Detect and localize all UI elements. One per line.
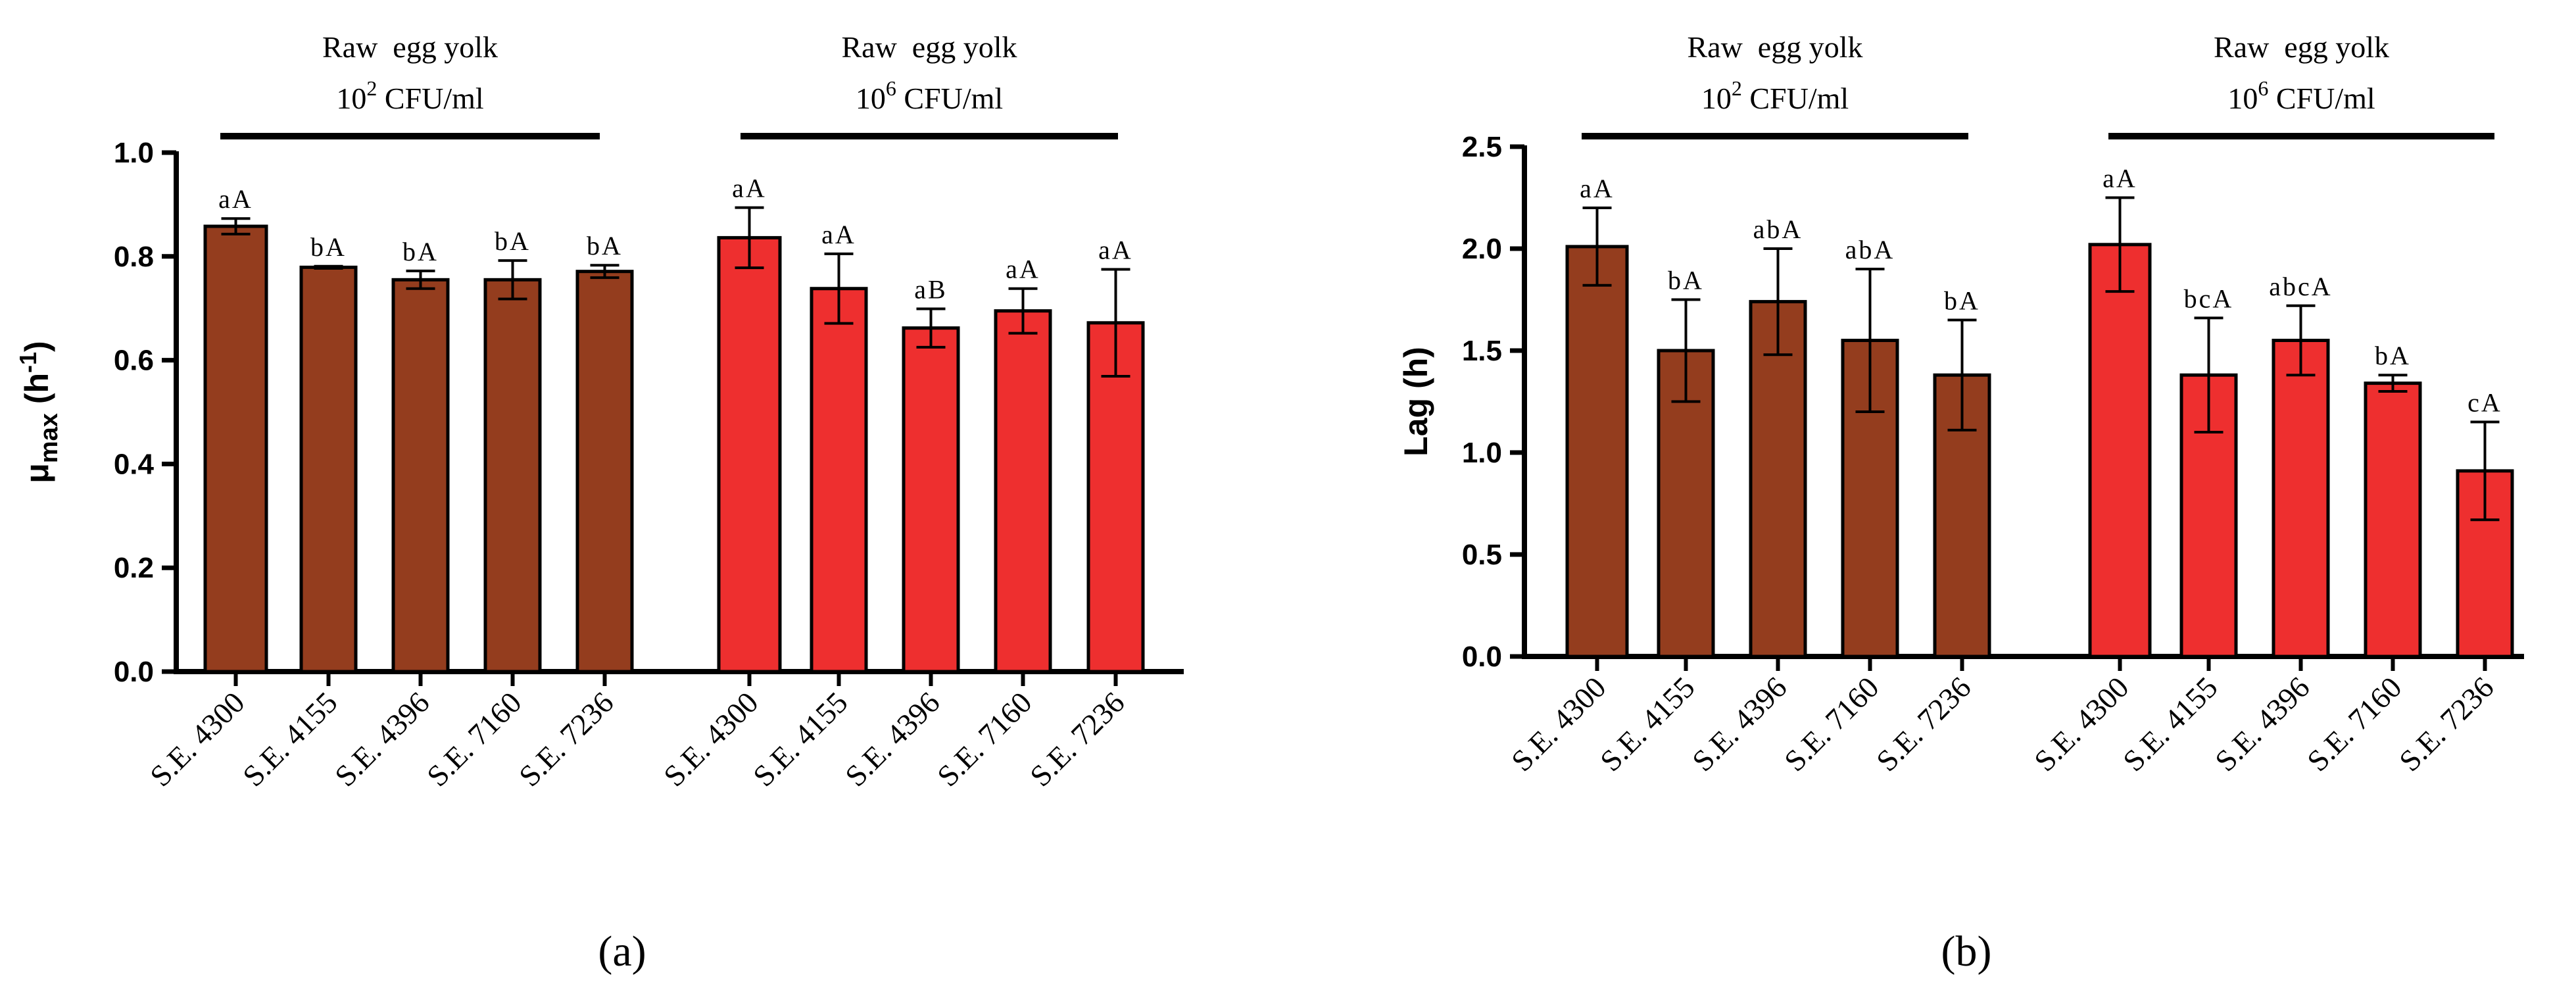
group-dose: 106 CFU/ml xyxy=(856,76,1003,115)
significance-letter: bA xyxy=(310,232,347,262)
panel-a-chart: 0.0 0.2 0.4 0.6 0.8 1.0 μmax (h-1) aA S.E. 4300 b… xyxy=(14,30,1184,793)
significance-letter: bA xyxy=(495,226,531,256)
x-tick-label: S.E. 4396 xyxy=(328,685,435,793)
y-tick-label: 1.0 xyxy=(114,137,154,169)
significance-letter: abcA xyxy=(2269,272,2332,301)
bar xyxy=(1749,300,1807,658)
group-title: Raw egg yolk xyxy=(1687,30,1862,64)
bar xyxy=(2088,243,2152,658)
y-tick-label: 2.5 xyxy=(1462,131,1502,163)
significance-letter: cA xyxy=(2467,388,2502,418)
significance-letter: abA xyxy=(1753,214,1803,244)
significance-letter: aA xyxy=(1098,235,1133,265)
y-tick-label: 0.5 xyxy=(1462,539,1502,571)
group-title: Raw egg yolk xyxy=(2214,30,2389,64)
panel-b-label: (b) xyxy=(1941,927,1992,975)
significance-letter: aA xyxy=(1580,174,1615,203)
y-tick-label: 0.0 xyxy=(114,656,154,688)
x-tick-label: S.E. 7236 xyxy=(512,685,620,793)
x-tick-label: S.E. 4155 xyxy=(236,685,343,793)
bar xyxy=(1565,245,1629,658)
x-tick-label: S.E. 4300 xyxy=(1505,670,1612,777)
panel-b-chart: 0.0 0.5 1.0 1.5 2.0 2.5 Lag (h) aA S.E. 4300 bA S.… xyxy=(1397,30,2524,777)
y-tick-label: 0.8 xyxy=(114,241,154,273)
x-tick-label: S.E. 4155 xyxy=(1593,670,1701,777)
x-tick-label: S.E. 7236 xyxy=(1023,685,1130,793)
group-dose: 106 CFU/ml xyxy=(2227,76,2375,115)
bar xyxy=(391,278,450,674)
y-axis-label: Lag (h) xyxy=(1397,347,1434,456)
x-tick-label: S.E. 7160 xyxy=(931,685,1038,793)
group-dose: 102 CFU/ml xyxy=(1701,76,1849,115)
significance-letter: abA xyxy=(1845,235,1895,264)
significance-letter: bA xyxy=(587,231,623,260)
y-tick-label: 1.0 xyxy=(1462,437,1502,469)
x-tick-label: S.E. 4300 xyxy=(2028,670,2135,777)
group-dose: 102 CFU/ml xyxy=(336,76,483,115)
significance-letter: aA xyxy=(218,184,253,214)
x-tick-label: S.E. 7160 xyxy=(420,685,527,793)
x-tick-label: S.E. 7236 xyxy=(2393,670,2500,777)
bar xyxy=(2364,382,2422,658)
bar xyxy=(717,235,782,674)
x-tick-label: S.E. 4300 xyxy=(657,685,764,793)
group-title: Raw egg yolk xyxy=(322,30,498,64)
significance-letter: aA xyxy=(2102,164,2137,193)
significance-letter: bA xyxy=(2375,341,2411,370)
y-tick-label: 2.0 xyxy=(1462,233,1502,265)
x-tick-label: S.E. 7160 xyxy=(1778,670,1885,777)
bar xyxy=(810,287,868,674)
bar xyxy=(575,270,634,674)
bar xyxy=(2272,339,2330,658)
bar xyxy=(483,278,542,674)
bar xyxy=(902,326,960,674)
bar xyxy=(203,224,268,674)
bar xyxy=(994,309,1052,674)
x-tick-label: S.E. 4155 xyxy=(2116,670,2224,777)
significance-letter: aA xyxy=(821,220,856,249)
significance-letter: aA xyxy=(1006,255,1040,284)
significance-letter: bA xyxy=(402,237,439,266)
x-tick-label: S.E. 4300 xyxy=(143,685,251,793)
y-tick-label: 1.5 xyxy=(1462,335,1502,367)
y-tick-label: 0.6 xyxy=(114,345,154,377)
significance-letter: bA xyxy=(1944,286,1980,316)
y-axis-label: μmax (h-1) xyxy=(14,341,63,483)
significance-letter: aB xyxy=(914,274,947,304)
group-title: Raw egg yolk xyxy=(841,30,1017,64)
x-tick-label: S.E. 4396 xyxy=(1686,670,1793,777)
y-tick-label: 0.2 xyxy=(114,552,154,584)
x-tick-label: S.E. 4396 xyxy=(2208,670,2316,777)
x-tick-label: S.E. 4155 xyxy=(746,685,854,793)
y-tick-label: 0.0 xyxy=(1462,641,1502,673)
significance-letter: aA xyxy=(732,174,767,203)
x-tick-label: S.E. 7236 xyxy=(1870,670,1977,777)
x-tick-label: S.E. 4396 xyxy=(838,685,946,793)
bar xyxy=(299,265,358,674)
bar xyxy=(1086,321,1145,674)
y-tick-label: 0.4 xyxy=(114,448,155,480)
x-tick-label: S.E. 7160 xyxy=(2300,670,2408,777)
panel-a-label: (a) xyxy=(598,927,646,975)
significance-letter: bA xyxy=(1668,266,1704,295)
significance-letter: bcA xyxy=(2184,283,2234,313)
